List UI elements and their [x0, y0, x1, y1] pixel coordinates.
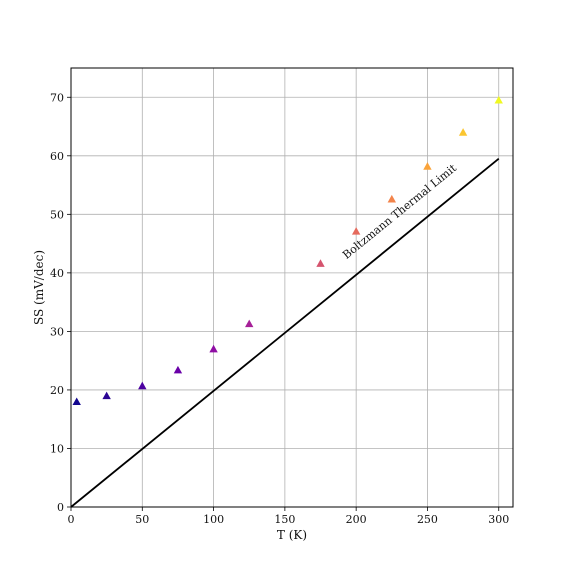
- plot-frame: [70, 67, 514, 508]
- data-point-marker: [458, 128, 468, 136]
- data-point-marker: [387, 194, 397, 203]
- x-tick-label: 300: [488, 513, 509, 526]
- y-tick-label: 30: [50, 325, 64, 338]
- x-axis-label: T (K): [277, 528, 307, 542]
- x-tick-label: 0: [68, 513, 75, 526]
- y-tick-label: 20: [50, 384, 64, 397]
- data-point-marker: [102, 391, 111, 400]
- data-point-marker: [245, 319, 254, 328]
- y-tick-label: 70: [50, 91, 64, 104]
- y-axis-label: SS (mV/dec): [32, 250, 46, 325]
- y-tick-label: 40: [50, 267, 64, 280]
- x-tick-label: 100: [203, 513, 224, 526]
- data-point-marker: [209, 344, 218, 353]
- data-point-marker: [138, 381, 147, 390]
- data-point-marker: [316, 259, 325, 267]
- axes-layer: 0 50 100 150 200 250 300 0 10 20 30 40 50 60 70: [50, 67, 514, 526]
- reference-line-layer: [70, 158, 500, 508]
- data-point-marker: [351, 227, 361, 235]
- data-point-marker: [72, 397, 81, 405]
- data-point-marker: [494, 95, 503, 104]
- data-point-marker: [423, 162, 432, 170]
- labels-layer: T (K) SS (mV/dec) Boltzmann Thermal Limi…: [32, 161, 459, 542]
- reference-line-label: Boltzmann Thermal Limit: [340, 161, 459, 261]
- y-tick-label: 0: [57, 501, 64, 514]
- data-points-layer: [72, 95, 503, 405]
- grid-layer: [70, 68, 513, 508]
- x-tick-label: 50: [135, 513, 149, 526]
- data-point-marker: [173, 365, 183, 374]
- x-tick-label: 250: [417, 513, 438, 526]
- x-tick-label: 150: [274, 513, 295, 526]
- y-tick-label: 10: [50, 442, 64, 455]
- x-tick-label: 200: [346, 513, 367, 526]
- y-tick-label: 60: [50, 150, 64, 163]
- boltzmann-limit-line: [70, 158, 500, 508]
- y-tick-label: 50: [50, 208, 64, 221]
